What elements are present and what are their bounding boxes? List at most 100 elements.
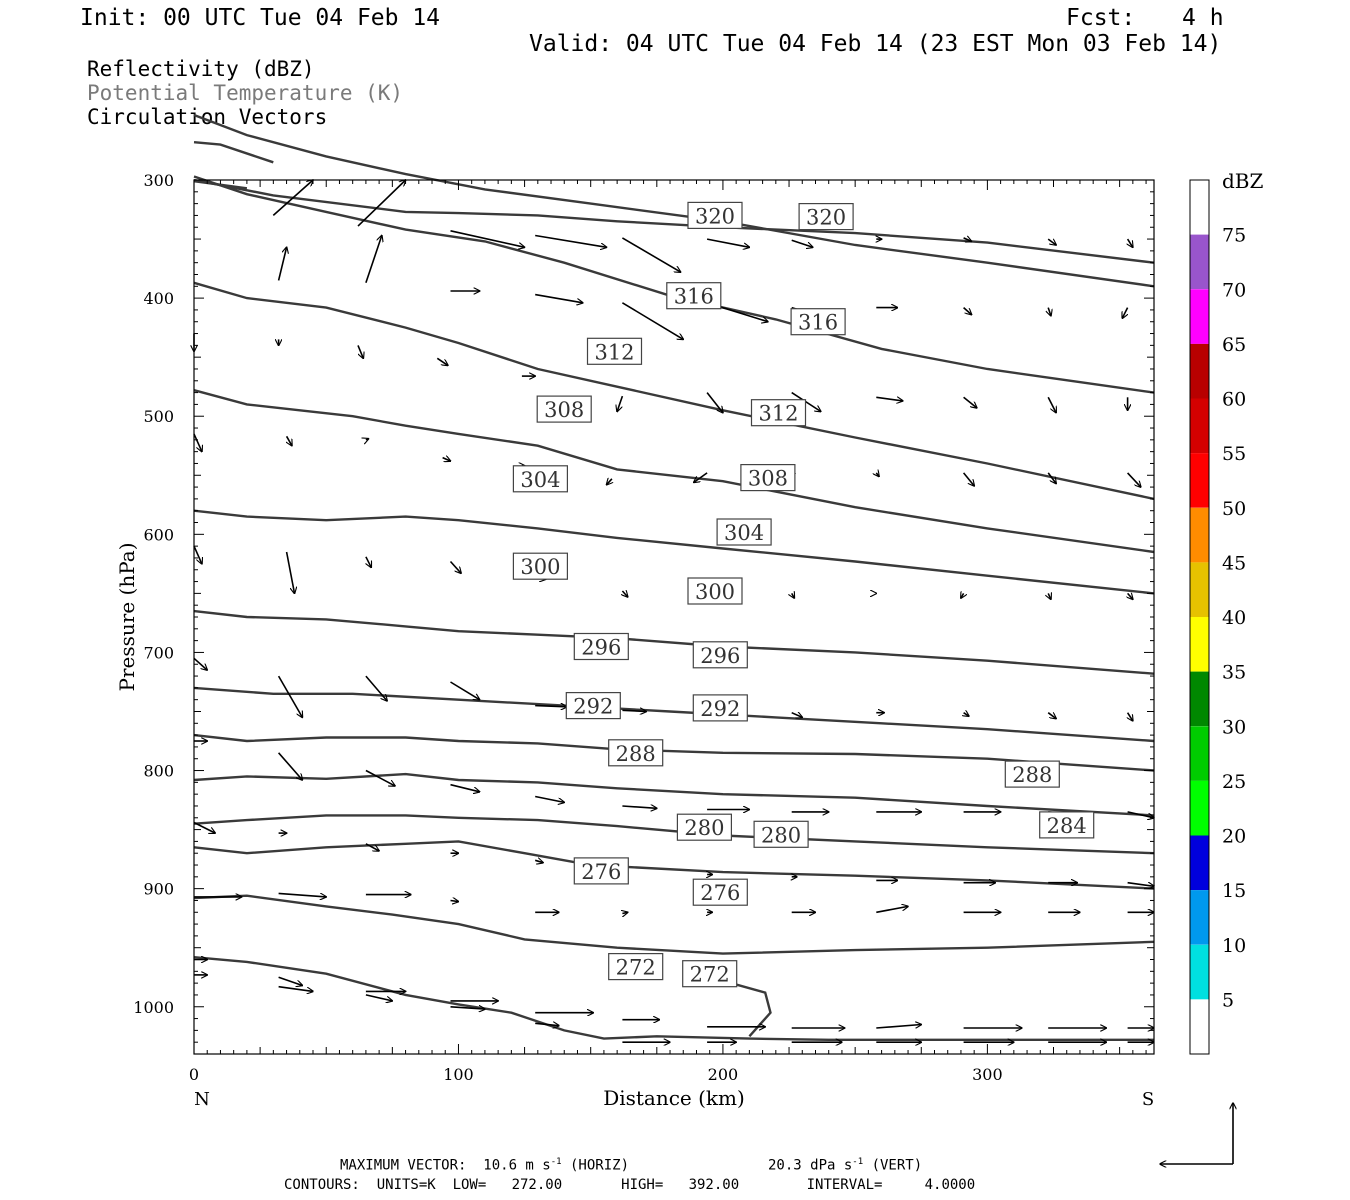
colorbar-level-label: 25: [1222, 771, 1246, 793]
contour-label-text: 304: [724, 521, 764, 545]
circulation-vectors: [194, 180, 1154, 1042]
contour-label-text: 296: [700, 644, 740, 668]
circulation-vector: [365, 236, 382, 284]
contour-label: 296: [692, 641, 748, 669]
contour-label: 300: [687, 577, 743, 605]
field-circulation-vectors: Circulation Vectors: [87, 105, 328, 129]
colorbar-level-label: 30: [1222, 716, 1246, 738]
theta-contour-324: [193, 141, 274, 164]
circulation-vector: [961, 593, 964, 598]
colorbar-unit: dBZ: [1222, 169, 1264, 193]
colorbar-level-label: 35: [1222, 662, 1246, 684]
circulation-vector: [1127, 881, 1154, 887]
max-vector-line: MAXIMUM VECTOR: 10.6 m s-1 (HORIZ): [340, 1158, 629, 1173]
field-potential-temperature: Potential Temperature (K): [87, 81, 404, 105]
circulation-vector: [1047, 396, 1056, 412]
circulation-vector: [365, 556, 371, 568]
colorbar-level-label: 75: [1222, 225, 1246, 247]
colorbar-frame: [1189, 179, 1210, 1055]
circulation-vector: [694, 472, 708, 483]
colorbar-swatch: [1190, 890, 1209, 945]
circulation-vector: [535, 795, 564, 803]
contour-label: 272: [682, 960, 738, 988]
colorbar-level-label: 5: [1222, 989, 1234, 1011]
y-tick-label: 300: [143, 171, 174, 190]
circulation-vector: [1047, 472, 1056, 484]
contour-label-text: 312: [594, 340, 634, 364]
circulation-vector: [706, 392, 723, 413]
contour-label-text: 288: [616, 742, 656, 766]
circulation-vector: [964, 713, 969, 717]
colorbar-level-label: 15: [1222, 880, 1246, 902]
contour-label-text: 320: [695, 204, 735, 228]
y-tick-label: 1000: [133, 998, 174, 1017]
reference-vector: [1160, 1103, 1233, 1164]
circulation-vector: [1128, 593, 1133, 599]
circulation-vector: [1047, 713, 1056, 719]
colorbar-swatch: [1190, 453, 1209, 508]
contour-label: 280: [676, 813, 733, 841]
circulation-vector: [534, 860, 543, 862]
circulation-vector: [876, 906, 908, 914]
max-vector-horiz: MAXIMUM VECTOR: 10.6 m s: [340, 1157, 551, 1174]
theta-contour-296: [193, 686, 1155, 743]
circulation-vector: [791, 713, 803, 718]
colorbar-level-label: 50: [1222, 498, 1246, 520]
circulation-vector: [791, 391, 821, 412]
circulation-vector: [287, 435, 292, 445]
circulation-vector: [285, 551, 295, 593]
circulation-vector: [1047, 239, 1056, 245]
field-reflectivity: Reflectivity (dBZ): [87, 57, 315, 81]
contour-label: 320: [687, 201, 743, 229]
max-vector-vert-value: 20.3 dPa s: [768, 1157, 853, 1174]
contour-label: 316: [666, 282, 722, 310]
contour-label: 312: [586, 337, 643, 365]
circulation-vector: [1128, 238, 1133, 247]
colorbar-swatch: [1190, 617, 1209, 672]
circulation-vector: [792, 593, 795, 598]
circulation-vector: [278, 892, 327, 897]
x-axis-title: Distance (km): [603, 1086, 745, 1110]
circulation-vector: [535, 234, 606, 248]
circulation-vector: [442, 458, 451, 462]
theta-contour-304: [193, 509, 1155, 595]
circulation-vector: [1122, 307, 1129, 319]
x-tick-label: 200: [708, 1065, 739, 1084]
theta-contour-324: [193, 178, 1155, 264]
circulation-vector: [272, 180, 313, 216]
y-tick-label: 900: [143, 880, 174, 899]
contour-info: CONTOURS: UNITS=K LOW= 272.00 HIGH= 392.…: [284, 1177, 976, 1193]
colorbar-swatch: [1190, 562, 1209, 617]
contour-label-text: 308: [544, 398, 584, 422]
contour-label: 284: [1039, 811, 1095, 839]
x-tick-label: 100: [443, 1065, 474, 1084]
y-tick-label: 800: [143, 762, 174, 781]
x-tick-label: 0: [189, 1065, 199, 1084]
max-vector-horiz-tag: (HORIZ): [561, 1157, 629, 1174]
theta-contours: [193, 113, 1155, 1041]
x-end-label-north: N: [194, 1089, 210, 1110]
y-tick-label: 400: [143, 289, 174, 308]
circulation-vector: [450, 1007, 485, 1009]
circulation-vector: [449, 560, 462, 574]
contour-label-text: 280: [684, 816, 724, 840]
contour-label: 272: [608, 952, 664, 981]
contour-label-text: 316: [674, 285, 714, 309]
contour-label-text: 292: [700, 697, 740, 721]
max-vector-vert: 20.3 dPa s-1 (VERT): [768, 1158, 922, 1173]
contour-label: 312: [750, 399, 807, 427]
circulation-vector: [1128, 712, 1133, 721]
contour-label: 316: [790, 308, 846, 336]
contour-label: 300: [512, 552, 569, 580]
colorbar-swatch: [1190, 944, 1209, 1000]
circulation-vector: [621, 302, 683, 340]
circulation-vector: [617, 395, 624, 411]
theta-contour-320: [193, 113, 1155, 288]
circulation-vector: [365, 843, 379, 851]
circulation-vector: [277, 752, 303, 780]
y-axis-title: Pressure (hPa): [115, 543, 139, 692]
contour-label: 320: [798, 203, 854, 231]
max-vector-vert-tag: (VERT): [863, 1157, 923, 1174]
colorbar-swatch: [1190, 289, 1209, 344]
colorbar: 5 10 15 20 25 30 35 40 45 50 55 60 65 70 75: [1189, 179, 1246, 1055]
